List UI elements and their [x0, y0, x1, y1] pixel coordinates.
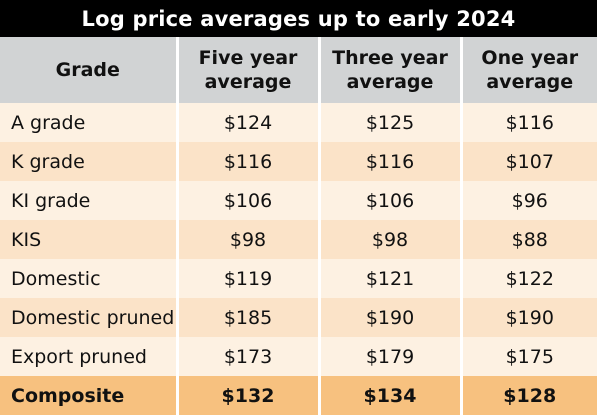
- one-year-cell: $175: [461, 337, 597, 376]
- composite-row: Composite $132 $134 $128: [0, 376, 597, 415]
- composite-three-year: $134: [319, 376, 463, 415]
- five-year-cell: $106: [177, 181, 321, 220]
- one-year-cell: $107: [461, 142, 597, 181]
- price-table: Grade Five year average Three year avera…: [0, 37, 597, 415]
- table-row: Export pruned $173 $179 $175: [0, 337, 597, 376]
- table-row: Domestic $119 $121 $122: [0, 259, 597, 298]
- grade-cell: K grade: [0, 142, 179, 181]
- table-row: A grade $124 $125 $116: [0, 103, 597, 142]
- header-five-year: Five year average: [177, 37, 321, 103]
- three-year-cell: $125: [319, 103, 463, 142]
- one-year-cell: $88: [461, 220, 597, 259]
- grade-cell: KI grade: [0, 181, 179, 220]
- five-year-cell: $98: [177, 220, 321, 259]
- one-year-cell: $122: [461, 259, 597, 298]
- table-row: K grade $116 $116 $107: [0, 142, 597, 181]
- table-row: Domestic pruned $185 $190 $190: [0, 298, 597, 337]
- grade-cell: KIS: [0, 220, 179, 259]
- grade-cell: Export pruned: [0, 337, 179, 376]
- three-year-cell: $121: [319, 259, 463, 298]
- grade-cell: Domestic: [0, 259, 179, 298]
- table-row: KIS $98 $98 $88: [0, 220, 597, 259]
- three-year-cell: $190: [319, 298, 463, 337]
- five-year-cell: $124: [177, 103, 321, 142]
- five-year-cell: $119: [177, 259, 321, 298]
- grade-cell: A grade: [0, 103, 179, 142]
- table-row: KI grade $106 $106 $96: [0, 181, 597, 220]
- grade-cell: Domestic pruned: [0, 298, 179, 337]
- one-year-cell: $96: [461, 181, 597, 220]
- five-year-cell: $185: [177, 298, 321, 337]
- table-title: Log price averages up to early 2024: [0, 0, 597, 37]
- five-year-cell: $173: [177, 337, 321, 376]
- three-year-cell: $98: [319, 220, 463, 259]
- three-year-cell: $106: [319, 181, 463, 220]
- composite-label: Composite: [0, 376, 179, 415]
- five-year-cell: $116: [177, 142, 321, 181]
- header-three-year: Three year average: [319, 37, 463, 103]
- composite-five-year: $132: [177, 376, 321, 415]
- header-row: Grade Five year average Three year avera…: [0, 37, 597, 103]
- one-year-cell: $116: [461, 103, 597, 142]
- header-one-year: One year average: [461, 37, 597, 103]
- one-year-cell: $190: [461, 298, 597, 337]
- three-year-cell: $179: [319, 337, 463, 376]
- composite-one-year: $128: [461, 376, 597, 415]
- three-year-cell: $116: [319, 142, 463, 181]
- header-grade: Grade: [0, 37, 179, 103]
